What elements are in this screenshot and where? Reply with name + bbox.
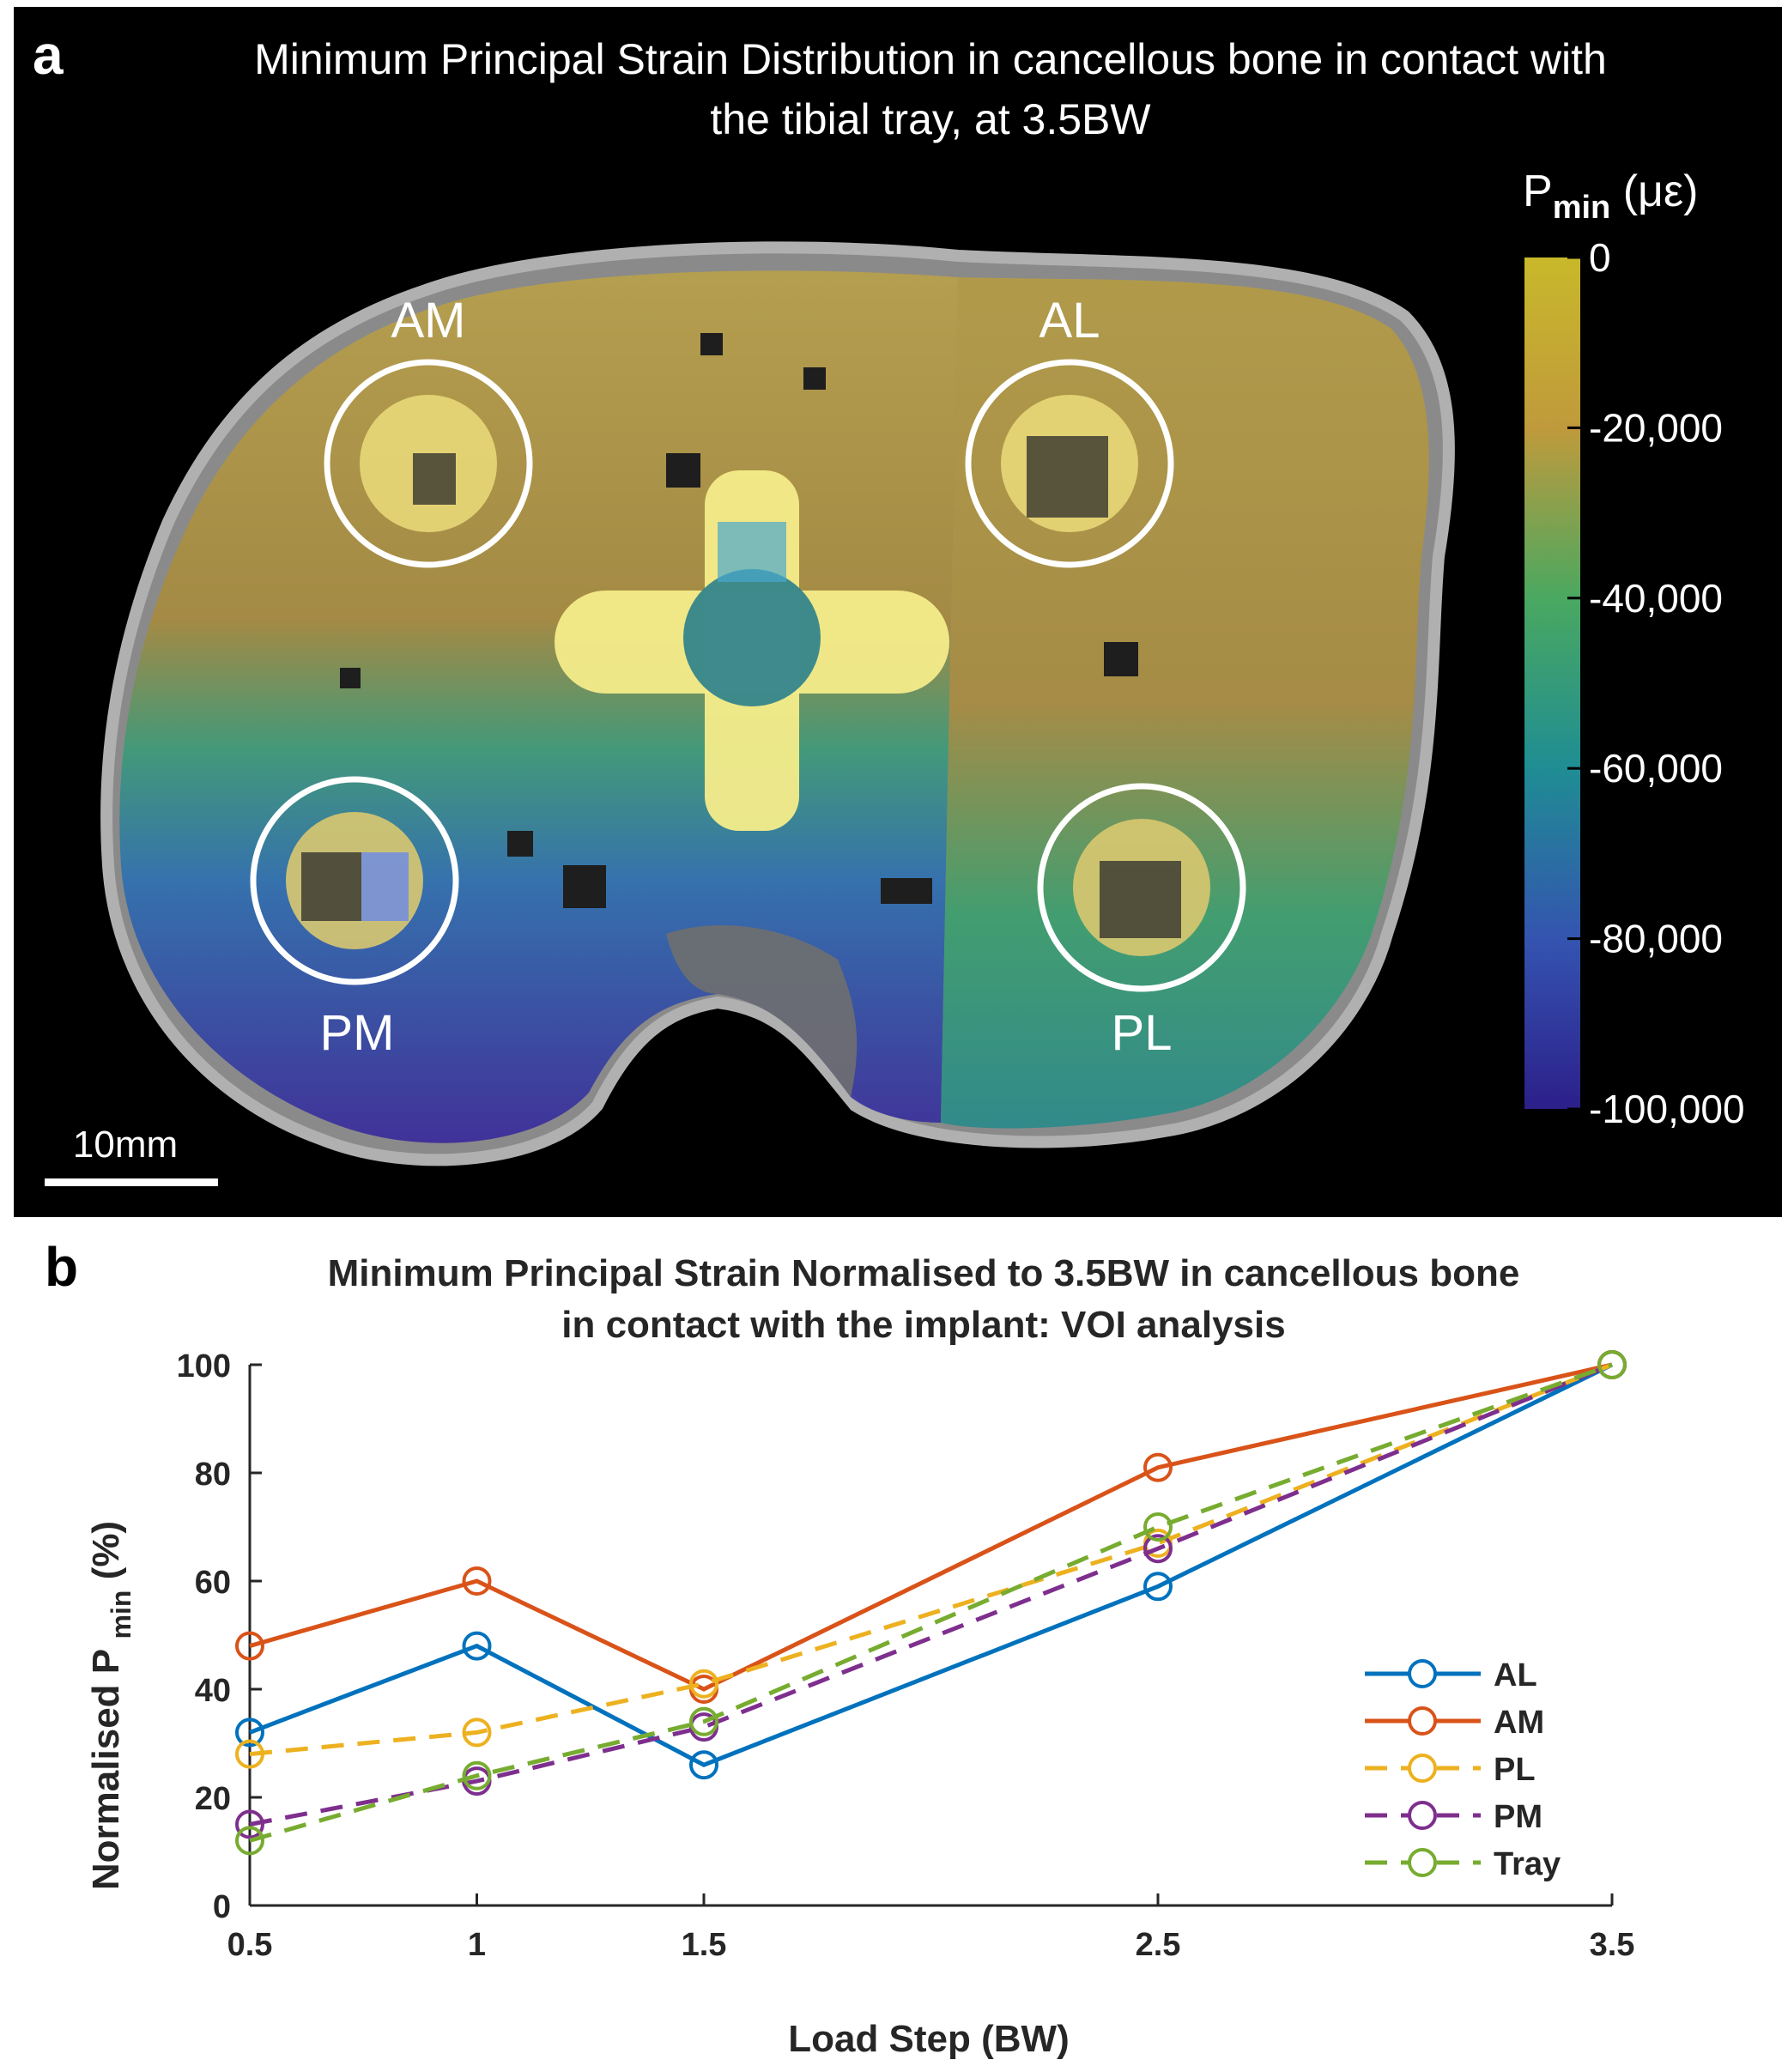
y-tick-label: 0 — [213, 1889, 231, 1925]
voi-pm-circle — [250, 776, 459, 985]
void-patches — [340, 333, 1138, 908]
voi-am: AM — [324, 293, 533, 568]
x-axis-label: Load Step (BW) — [788, 2018, 1070, 2060]
colorbar-tick-label: -100,000 — [1589, 1087, 1745, 1131]
voi-al-circle — [965, 359, 1174, 568]
series-point-pl — [462, 1718, 492, 1748]
legend-marker-tray — [1408, 1848, 1437, 1877]
series-line-tray — [249, 1362, 1613, 1843]
series-point-tray — [1143, 1512, 1173, 1542]
voi-al: AL — [965, 293, 1174, 568]
colorbar-ticks: 0 -20,000 -40,000 -60,000 -80,000 -100,000 — [1567, 235, 1745, 1131]
voi-pl: PL — [1037, 783, 1246, 1061]
series-line-am — [249, 1362, 1613, 1692]
y-tick-label: 40 — [195, 1673, 231, 1709]
voi-pm: PM — [250, 776, 459, 1061]
region-label-al: AL — [1039, 293, 1100, 348]
scale-bar-label: 10mm — [73, 1124, 178, 1166]
series-point-am — [235, 1631, 264, 1661]
colorbar-title: Pmin (με) — [1523, 167, 1698, 226]
y-tick-label: 100 — [177, 1348, 231, 1384]
series-point-tray — [1597, 1350, 1627, 1379]
series-point-al — [462, 1631, 492, 1661]
series-point-tray — [235, 1826, 264, 1856]
chart-legend: AL AM PL PM Tray — [1365, 1657, 1561, 1882]
series-point-pm — [1143, 1534, 1173, 1564]
plot-area — [235, 1350, 1627, 1856]
x-tick-label: 0.5 — [227, 1927, 273, 1963]
y-axis-label: Normalised P min (%) — [85, 1521, 136, 1890]
x-tick-label: 2.5 — [1136, 1927, 1181, 1963]
colorbar: Pmin (με) 0 -20,000 -40,000 -60,000 -80,000 -… — [1523, 167, 1745, 1131]
y-axis-label-sub: min — [106, 1590, 136, 1639]
voi-pl-circle — [1037, 783, 1246, 992]
voi-am-circle — [324, 359, 533, 568]
series-point-pm — [235, 1809, 264, 1839]
y-tick-label: 60 — [195, 1565, 231, 1601]
x-tick-label: 3.5 — [1590, 1927, 1635, 1963]
legend-marker-pm — [1408, 1801, 1437, 1830]
scale-bar-line — [45, 1178, 218, 1186]
legend-label-am: AM — [1494, 1705, 1544, 1741]
legend-label-al: AL — [1494, 1657, 1537, 1693]
series-point-tray — [462, 1760, 492, 1790]
series-point-al — [1143, 1572, 1173, 1602]
region-label-am: AM — [391, 293, 466, 348]
y-axis-label-unit: (%) — [85, 1521, 127, 1590]
keel-stem — [683, 569, 821, 706]
strain-map-figure: a Minimum Principal Strain Distribution … — [33, 24, 1745, 1186]
series-line-pl — [249, 1362, 1613, 1757]
y-axis-label-main: Normalised P — [85, 1639, 127, 1890]
colorbar-gradient-bar — [1524, 257, 1580, 1109]
legend-marker-pl — [1408, 1754, 1437, 1783]
keel-blue-block — [718, 522, 786, 582]
panel-a-title-line1: Minimum Principal Strain Distribution in… — [254, 35, 1607, 83]
panel-a-title-line2: the tibial tray, at 3.5BW — [710, 95, 1151, 143]
panel-b: b Minimum Principal Strain Normalised to… — [0, 1219, 1788, 2068]
x-tick-label: 1 — [468, 1927, 486, 1963]
series-point-al — [689, 1750, 718, 1780]
region-label-pm: PM — [320, 1005, 395, 1061]
region-label-pl: PL — [1112, 1005, 1173, 1061]
panel-a-label: a — [33, 24, 64, 86]
panel-a: a Minimum Principal Strain Distribution … — [14, 7, 1782, 1217]
y-tick-label: 20 — [195, 1781, 231, 1817]
series-line-al — [249, 1362, 1614, 1767]
colorbar-tick-label: -40,000 — [1589, 576, 1723, 621]
legend-label-pm: PM — [1494, 1799, 1543, 1835]
colorbar-tick-label: -80,000 — [1589, 917, 1723, 961]
colorbar-tick-label: -60,000 — [1589, 746, 1723, 791]
posterior-notch — [666, 925, 858, 1097]
panel-b-label: b — [45, 1236, 78, 1298]
series-point-pl — [235, 1739, 264, 1769]
colorbar-tick-label: -20,000 — [1589, 405, 1723, 450]
y-tick-label: 80 — [195, 1457, 231, 1493]
line-chart: b Minimum Principal Strain Normalised to… — [45, 1236, 1635, 2060]
legend-marker-al — [1408, 1659, 1437, 1688]
series-point-am — [1143, 1452, 1173, 1482]
colorbar-title-sub: min — [1553, 190, 1611, 226]
tibial-tray-keel — [555, 470, 949, 831]
scale-bar: 10mm — [45, 1124, 218, 1186]
series-point-pl — [689, 1669, 718, 1699]
series-line-pm — [249, 1362, 1613, 1827]
colorbar-title-unit: (με) — [1610, 167, 1698, 216]
colorbar-tick-label: 0 — [1589, 235, 1611, 280]
series-point-al — [235, 1718, 264, 1748]
series-point-tray — [689, 1706, 718, 1736]
chart-title-line1: Minimum Principal Strain Normalised to 3… — [328, 1252, 1520, 1294]
legend-marker-am — [1408, 1706, 1437, 1736]
chart-axes: 0 20 40 60 80 100 0.5 1 1.5 2.5 3.5 — [177, 1348, 1635, 1963]
x-tick-label: 1.5 — [682, 1927, 727, 1963]
legend-label-pl: PL — [1494, 1752, 1536, 1788]
legend-label-tray: Tray — [1494, 1846, 1561, 1882]
series-point-am — [462, 1566, 492, 1596]
colorbar-title-main: P — [1523, 167, 1553, 216]
chart-title-line2: in contact with the implant: VOI analysi… — [561, 1304, 1285, 1346]
